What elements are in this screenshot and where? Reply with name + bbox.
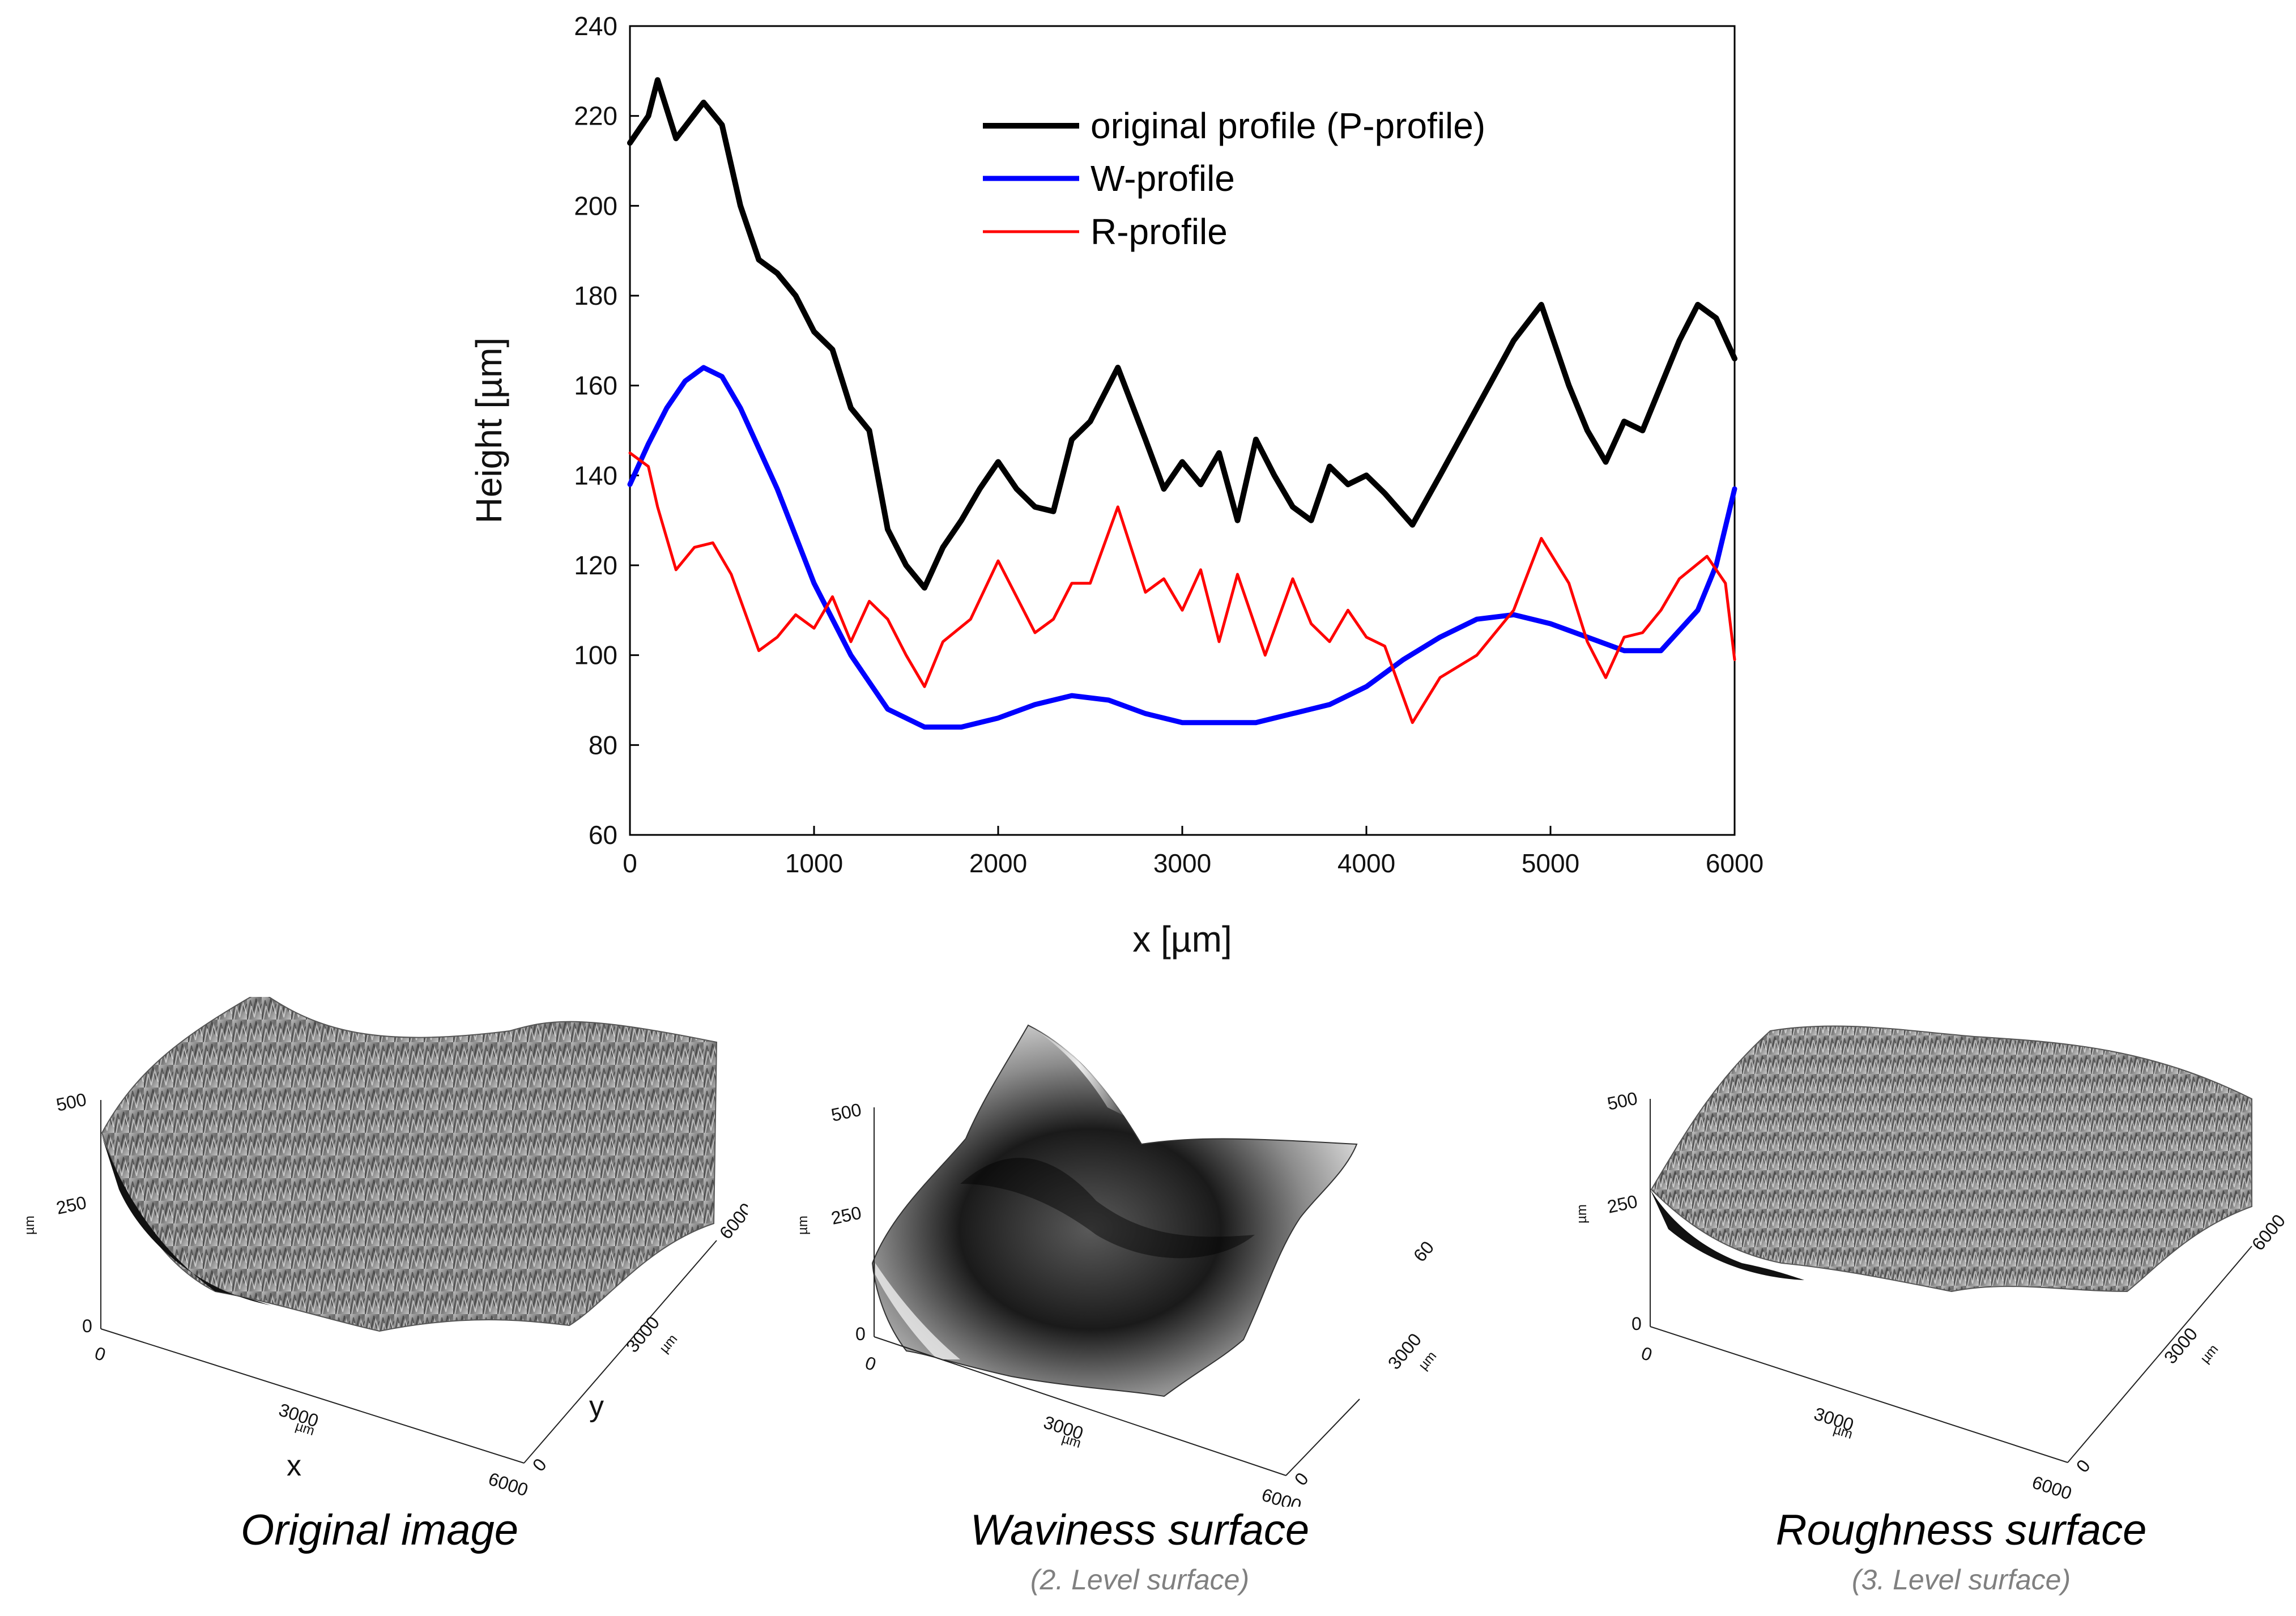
waviness-y-tick-60: 60 <box>1409 1237 1438 1265</box>
original-x-axis <box>100 1328 525 1464</box>
y-tick-label: 200 <box>574 191 617 220</box>
original-y-tick-6000: 6000 <box>715 1199 748 1243</box>
waviness-surface-mesh <box>871 1024 1358 1397</box>
waviness-z-tick-0: 0 <box>855 1324 866 1344</box>
profile-chart: 0 1000 2000 3000 4000 5000 6000 60 80 100 120 140 1… <box>468 11 1763 960</box>
y-tick-label: 180 <box>574 281 617 310</box>
original-y-tick-3000: 3000 <box>622 1312 663 1357</box>
roughness-y-unit: µm <box>2197 1342 2221 1366</box>
roughness-surface: 500 250 0 µm 0 3000 µm 6000 0 3000 µm 60… <box>1574 1025 2289 1504</box>
original-y-tick-0: 0 <box>529 1455 551 1476</box>
original-y-unit: µm <box>657 1332 680 1356</box>
waviness-surface: 500 250 0 µm 0 3000 µm 6000 0 3000 µm 60 <box>795 1024 1439 1507</box>
original-y-axis <box>523 1240 717 1464</box>
y-tick-label: 160 <box>574 371 617 400</box>
roughness-z-tick-500: 500 <box>1605 1088 1639 1114</box>
x-axis-label: x [µm] <box>1132 919 1232 960</box>
original-y-axis-letter: y <box>589 1390 604 1423</box>
caption-original-title: Original image <box>241 1506 518 1554</box>
plot-frame <box>629 25 1736 836</box>
y-tick-label: 220 <box>574 101 617 131</box>
x-tick-label: 1000 <box>785 848 843 878</box>
waviness-z-tick-500: 500 <box>829 1099 863 1125</box>
waviness-x-axis <box>874 1336 1287 1476</box>
original-surface-mesh <box>101 997 718 1332</box>
original-x-axis-letter: x <box>287 1449 301 1482</box>
roughness-x-tick-6000: 6000 <box>2030 1472 2075 1503</box>
series-line-w-profile <box>627 365 1737 730</box>
roughness-x-axis <box>1650 1326 2068 1463</box>
roughness-y-axis <box>2067 1246 2252 1463</box>
original-z-tick-0: 0 <box>82 1316 92 1336</box>
waviness-z-unit: µm <box>795 1216 811 1235</box>
original-z-tick-500: 500 <box>54 1089 88 1115</box>
x-tick-label: 6000 <box>1706 848 1763 878</box>
x-tick-label: 0 <box>623 848 637 878</box>
y-axis-label: Height [µm] <box>468 338 509 524</box>
y-tick-label: 240 <box>574 11 617 41</box>
caption-waviness-subtitle: (2. Level surface) <box>1030 1563 1250 1596</box>
caption-roughness-subtitle: (3. Level surface) <box>1851 1563 2071 1596</box>
caption-original: Original image <box>96 1507 663 1554</box>
waviness-highlight-ridge <box>1028 1025 1130 1119</box>
roughness-y-tick-6000: 6000 <box>2248 1210 2289 1255</box>
roughness-z-tick-250: 250 <box>1605 1191 1639 1217</box>
original-x-tick-0: 0 <box>92 1342 108 1365</box>
x-tick-label: 4000 <box>1337 848 1395 878</box>
waviness-y-unit: µm <box>1416 1349 1439 1373</box>
roughness-y-tick-3000: 3000 <box>2160 1324 2201 1368</box>
waviness-x-tick-0: 0 <box>863 1352 879 1375</box>
caption-waviness-title: Waviness surface <box>970 1506 1310 1554</box>
caption-roughness-title: Roughness surface <box>1775 1506 2147 1554</box>
roughness-surface-shadow <box>1650 1189 1804 1280</box>
roughness-surface-mesh <box>1650 1025 2252 1293</box>
waviness-y-axis <box>1285 1398 1360 1476</box>
series-line-p-profile <box>627 77 1737 591</box>
caption-roughness: Roughness surface (3. Level surface) <box>1678 1507 2244 1596</box>
y-tick-label: 120 <box>574 551 617 580</box>
original-z-tick-250: 250 <box>54 1192 88 1218</box>
y-tick-label: 80 <box>589 730 617 760</box>
x-tick-label: 2000 <box>969 848 1027 878</box>
waviness-z-tick-250: 250 <box>829 1203 863 1229</box>
original-image-surface: 500 250 0 µm 0 3000 µm 6000 x 0 3000 µm … <box>22 997 748 1500</box>
roughness-z-tick-0: 0 <box>1632 1314 1642 1334</box>
waviness-dark-band <box>960 1158 1255 1259</box>
roughness-y-tick-0: 0 <box>2072 1456 2094 1477</box>
y-tick-label: 60 <box>589 820 617 850</box>
waviness-y-tick-0: 0 <box>1290 1469 1313 1490</box>
legend-label-w-profile: W-profile <box>1091 158 1235 199</box>
original-z-unit: µm <box>22 1216 37 1235</box>
roughness-z-unit: µm <box>1574 1204 1590 1223</box>
caption-waviness: Waviness surface (2. Level surface) <box>857 1507 1423 1596</box>
y-tick-label: 140 <box>574 461 617 490</box>
x-tick-label: 5000 <box>1522 848 1579 878</box>
x-tick-label: 3000 <box>1153 848 1211 878</box>
waviness-x-tick-6000: 6000 <box>1259 1484 1304 1507</box>
legend-label-r-profile: R-profile <box>1091 211 1228 252</box>
legend-label-p-profile: original profile (P-profile) <box>1091 105 1485 146</box>
original-x-tick-6000: 6000 <box>486 1468 531 1500</box>
roughness-x-tick-0: 0 <box>1639 1342 1655 1365</box>
series-line-r-profile <box>628 451 1736 724</box>
y-tick-label: 100 <box>574 641 617 670</box>
